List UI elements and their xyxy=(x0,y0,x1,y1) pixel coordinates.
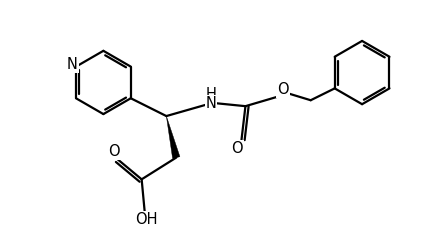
Text: H: H xyxy=(206,87,216,102)
Text: N: N xyxy=(67,57,77,72)
Text: OH: OH xyxy=(135,212,158,227)
Text: O: O xyxy=(108,144,120,159)
Text: N: N xyxy=(206,96,216,111)
Polygon shape xyxy=(166,116,180,159)
Text: O: O xyxy=(231,141,243,156)
Text: O: O xyxy=(277,82,289,97)
